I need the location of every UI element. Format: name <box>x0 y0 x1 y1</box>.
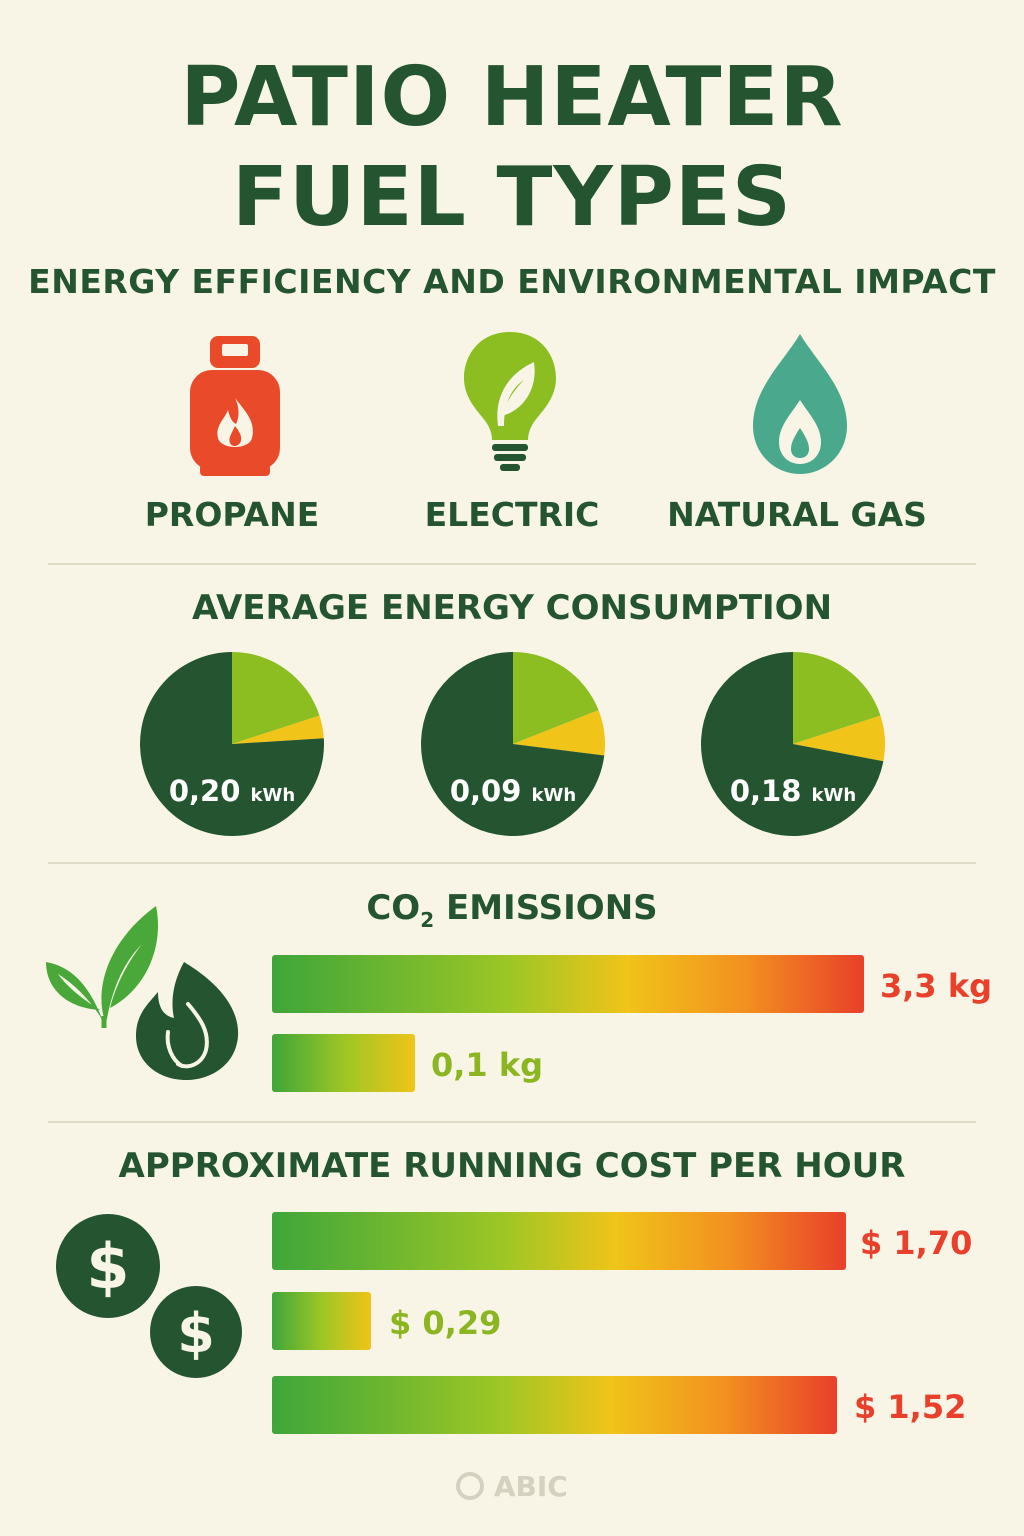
divider <box>48 1121 976 1123</box>
leaf-flame-icon <box>46 906 239 1080</box>
pie-slice <box>421 652 605 836</box>
cost-section-title: APPROXIMATE RUNNING COST PER HOUR <box>118 1146 906 1186</box>
pie-slice <box>793 652 881 744</box>
pie-slice <box>140 652 324 836</box>
co2-section-title: CO2 EMISSIONS <box>366 888 658 932</box>
co2-value-label: 3,3 kg <box>880 967 993 1005</box>
energy-section-title: AVERAGE ENERGY CONSUMPTION <box>191 588 833 628</box>
cost-bar <box>272 1212 846 1270</box>
page-subtitle: ENERGY EFFICIENCY AND ENVIRONMENTAL IMPA… <box>28 262 996 301</box>
divider <box>48 862 976 864</box>
cost-bar <box>272 1292 371 1350</box>
propane-fuel <box>170 330 300 480</box>
co2-bar <box>272 1034 415 1092</box>
pie-slice <box>793 715 885 762</box>
page-title-line1: PATIO HEATER <box>180 50 844 145</box>
cost-value-label: $ 1,52 <box>854 1388 967 1426</box>
svg-text:$: $ <box>86 1230 129 1303</box>
pie-chart-electric: 0,09 kWh <box>421 652 605 836</box>
cost-value-label: $ 1,70 <box>860 1224 973 1262</box>
gas-cylinder-icon <box>190 336 280 476</box>
logo-icon <box>456 1472 485 1500</box>
footer-logo: ABIC <box>0 1470 1024 1503</box>
pie-value-label: 0,20 kWh <box>168 774 296 808</box>
pie-chart-propane: 0,20 kWh <box>140 652 324 836</box>
flame-drop-icon <box>753 334 847 474</box>
pie-chart-natural-gas: 0,18 kWh <box>701 652 885 836</box>
fuel-label-electric: ELECTRIC <box>424 495 600 534</box>
svg-text:$: $ <box>177 1302 215 1365</box>
natural-gas-fuel <box>735 330 865 480</box>
co2-value-label: 0,1 kg <box>431 1046 544 1084</box>
pie-slice <box>232 652 320 744</box>
fuel-label-propane: PROPANE <box>144 495 320 534</box>
page-title-line2: FUEL TYPES <box>232 150 792 245</box>
pie-slice <box>513 710 605 756</box>
pie-slice <box>513 652 599 744</box>
cost-value-label: $ 0,29 <box>389 1304 502 1342</box>
pie-slice <box>701 652 884 836</box>
pie-slice <box>232 715 324 744</box>
divider <box>48 563 976 565</box>
leaf-bulb-icon <box>464 332 556 471</box>
pie-value-label: 0,18 kWh <box>729 774 857 808</box>
electric-fuel <box>445 326 575 476</box>
pie-value-label: 0,09 kWh <box>449 774 577 808</box>
cost-bar <box>272 1376 837 1434</box>
co2-bar <box>272 955 864 1013</box>
dollar-coins-icon: $ $ <box>56 1214 242 1378</box>
fuel-label-natural-gas: NATURAL GAS <box>667 495 927 534</box>
